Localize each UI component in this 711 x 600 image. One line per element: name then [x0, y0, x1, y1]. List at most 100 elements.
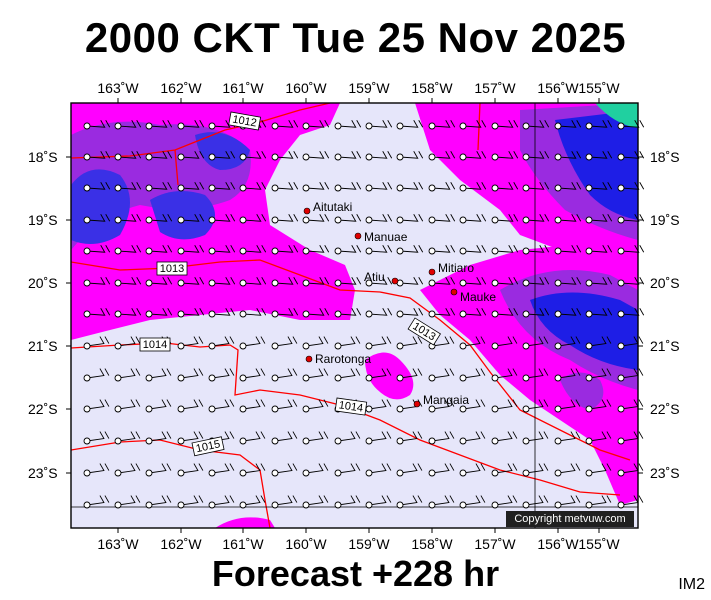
wind-barb	[396, 495, 423, 509]
wind-barb	[302, 463, 329, 477]
wind-barb	[239, 463, 266, 477]
wind-barb	[522, 120, 550, 130]
wind-barb	[334, 182, 362, 192]
wind-barb	[522, 245, 550, 255]
wind-barb	[554, 120, 582, 130]
wind-barb	[428, 182, 456, 192]
wind-barb	[177, 151, 205, 161]
wind-barb	[617, 214, 645, 224]
wind-barb	[428, 495, 455, 509]
wind-barb	[145, 308, 173, 318]
isobar-label-1015: 1015	[195, 438, 221, 455]
wind-barb	[365, 368, 392, 382]
wind-barb	[459, 368, 486, 382]
wind-barb	[208, 495, 235, 509]
wind-barb	[491, 463, 518, 477]
wind-barb	[302, 399, 329, 413]
lat-label-right: 22˚S	[650, 401, 680, 417]
wind-barb	[271, 120, 299, 130]
lon-label-bottom: 156˚W	[537, 536, 579, 552]
wind-barb	[145, 431, 172, 445]
wind-barb	[396, 277, 424, 287]
lon-label-bottom: 161˚W	[222, 536, 264, 552]
wind-barb	[239, 336, 266, 350]
wind-barb	[177, 214, 205, 224]
wind-barb	[145, 495, 172, 509]
wind-barb	[334, 308, 362, 318]
wind-barb	[302, 277, 330, 287]
wind-barb	[365, 277, 393, 287]
wind-barb	[554, 495, 581, 509]
wind-barb	[522, 495, 549, 509]
wind-barb	[177, 120, 205, 130]
wind-barb	[177, 182, 205, 192]
wind-barb	[334, 245, 362, 255]
lat-label-right: 18˚S	[650, 149, 680, 165]
wind-barb	[145, 120, 173, 130]
wind-barb	[302, 245, 330, 255]
wind-barb	[428, 308, 456, 318]
wind-barb	[554, 368, 581, 382]
wind-barb	[585, 120, 613, 130]
wind-barb	[114, 399, 141, 413]
wind-barb	[365, 245, 393, 255]
wind-barb	[271, 399, 298, 413]
wind-barb	[554, 431, 581, 445]
wind-barb	[83, 431, 110, 445]
atiu-marker	[391, 277, 399, 285]
wind-barb	[334, 151, 362, 161]
wind-barb	[145, 463, 172, 477]
wind-barb	[208, 214, 236, 224]
lat-label-left: 20˚S	[28, 275, 58, 291]
wind-barb	[271, 308, 299, 318]
wind-barb	[365, 120, 393, 130]
manuae-marker	[354, 232, 362, 240]
wind-barb	[585, 277, 613, 287]
wind-barb	[83, 308, 111, 318]
wind-barb	[271, 182, 299, 192]
lat-label-left: 23˚S	[28, 465, 58, 481]
wind-barb	[177, 308, 205, 318]
map-frame	[70, 102, 639, 529]
wind-barb	[302, 182, 330, 192]
wind-barb	[396, 399, 423, 413]
isobar-labels: 1012 1013 1013 1014 1014 1015	[139, 111, 441, 457]
wind-barb	[302, 151, 330, 161]
wind-barb	[585, 463, 612, 477]
wind-barb	[114, 245, 142, 255]
wind-barb	[617, 120, 645, 130]
wind-barb	[177, 495, 204, 509]
wind-barb	[208, 336, 235, 350]
lon-label-top: 156˚W	[537, 80, 579, 96]
atiu-label: Atiu	[364, 270, 385, 284]
isobar-label-1014-b: 1014	[338, 399, 364, 414]
wind-barb	[459, 399, 486, 413]
wind-barb	[365, 151, 393, 161]
wind-barb	[554, 151, 582, 161]
rarotonga-marker	[305, 355, 313, 363]
wind-barb	[459, 151, 487, 161]
wind-barb	[239, 151, 267, 161]
wind-barb	[396, 336, 423, 350]
lat-label-left: 21˚S	[28, 338, 58, 354]
wind-barb	[271, 214, 299, 224]
wind-barb	[554, 463, 581, 477]
wind-barb	[177, 431, 204, 445]
wind-barb	[522, 399, 549, 413]
wind-barb	[428, 463, 455, 477]
wind-barb	[114, 120, 142, 130]
wind-barb	[617, 336, 644, 350]
wind-barb	[239, 495, 266, 509]
wind-barb	[365, 182, 393, 192]
wind-barb	[334, 120, 362, 130]
lat-label-left: 19˚S	[28, 212, 58, 228]
lat-label-left: 22˚S	[28, 401, 58, 417]
wind-barb	[554, 399, 581, 413]
wind-barb	[459, 463, 486, 477]
isobar-label-1013-a: 1013	[160, 263, 184, 275]
lon-label-bottom: 158˚W	[411, 536, 453, 552]
wind-barb	[271, 245, 299, 255]
lon-label-top: 163˚W	[97, 80, 139, 96]
wind-barb	[396, 463, 423, 477]
wind-barb	[334, 495, 361, 509]
